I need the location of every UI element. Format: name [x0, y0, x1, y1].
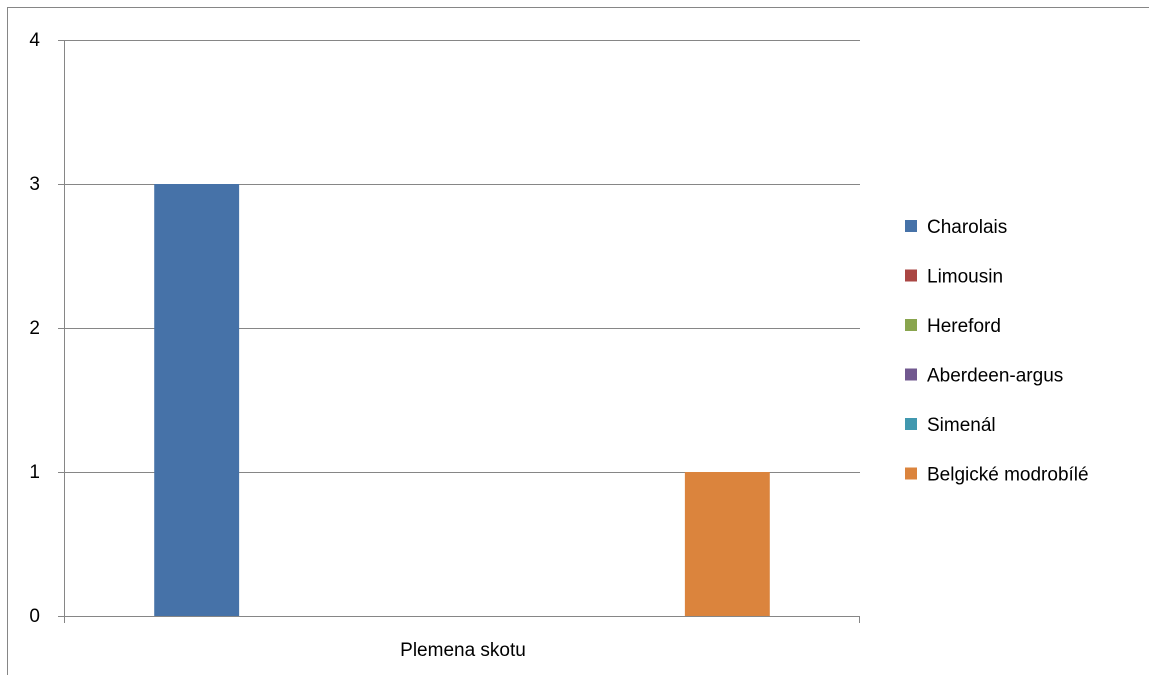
bar-belgick-modrob-l-	[684, 472, 770, 616]
legend-swatch	[905, 467, 917, 480]
y-tick-label: 4	[29, 30, 40, 51]
legend-item-charolais[interactable]: Charolais	[905, 217, 1007, 238]
bar-charolais	[154, 184, 240, 616]
legend-label: Belgické modrobílé	[927, 465, 1089, 486]
y-tick-label: 2	[29, 318, 40, 339]
legend-label: Charolais	[927, 217, 1007, 238]
legend-item-belgick-modrob-l-[interactable]: Belgické modrobílé	[905, 465, 1089, 486]
y-tick-label: 1	[29, 462, 40, 483]
legend-swatch	[905, 418, 917, 430]
legend-label: Hereford	[927, 316, 1001, 337]
bars	[154, 184, 770, 616]
y-tick-label: 0	[29, 606, 40, 627]
legend[interactable]: Charolais Limousin Hereford Aberdeen-argus S…	[905, 217, 1089, 486]
legend-item-limousin[interactable]: Limousin	[905, 267, 1003, 288]
legend-item-hereford[interactable]: Hereford	[905, 316, 1001, 337]
legend-label: Limousin	[927, 267, 1003, 288]
y-tick-label: 3	[29, 174, 40, 195]
legend-swatch	[905, 319, 917, 331]
legend-swatch	[905, 368, 917, 381]
legend-swatch	[905, 269, 917, 282]
y-axis-tick-labels: 0 1 2 3 4	[29, 30, 40, 627]
axes	[64, 40, 860, 623]
x-axis-label: Plemena skotu	[400, 640, 526, 661]
legend-item-aberdeen-argus[interactable]: Aberdeen-argus	[905, 366, 1063, 387]
legend-swatch	[905, 220, 917, 232]
legend-item-simen-l[interactable]: Simenál	[905, 415, 996, 436]
legend-label: Simenál	[927, 415, 996, 436]
legend-label: Aberdeen-argus	[927, 366, 1063, 387]
